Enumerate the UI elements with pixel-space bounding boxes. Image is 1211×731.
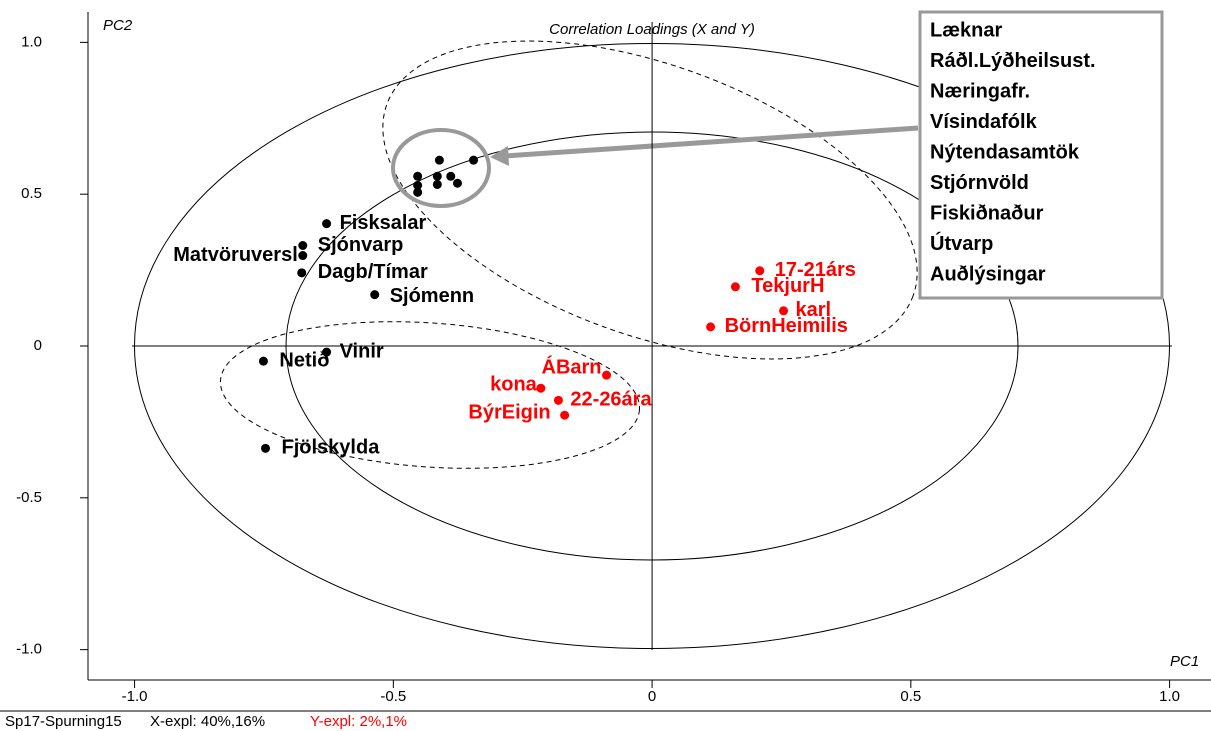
point-label: Sjónvarp: [318, 234, 404, 256]
cluster-highlight: [391, 128, 491, 208]
point: [553, 395, 563, 405]
footer-id: Sp17-Spurning15: [5, 713, 122, 730]
x-tick-label: 1.0: [1159, 688, 1180, 705]
point: [297, 268, 307, 278]
point: [298, 251, 308, 261]
y-axis-label: PC2: [103, 17, 133, 34]
point-label: TekjurH: [751, 275, 824, 297]
legend-box: [918, 10, 1164, 300]
point-label: kona: [490, 373, 538, 395]
arrow-head: [490, 146, 509, 166]
group-ellipse: [219, 321, 641, 469]
point: [779, 306, 789, 316]
legend-entry: Ráðl.Lýðheilsust.: [930, 50, 1096, 72]
point-label: Sjómenn: [390, 285, 474, 307]
point-label: 22-26ára: [570, 389, 652, 411]
point: [432, 171, 442, 181]
y-tick-label: 0.5: [21, 185, 42, 202]
point: [434, 155, 444, 165]
point: [469, 155, 479, 165]
point-label: Dagb/Tímar: [318, 261, 428, 283]
point: [560, 410, 570, 420]
footer-y-expl: Y-expl: 2%,1%: [310, 713, 407, 730]
point-label: Matvöruversl: [173, 244, 298, 266]
point: [322, 219, 332, 229]
point-label: BýrEigin: [468, 402, 550, 424]
point-label: BörnHeimilis: [725, 315, 848, 337]
x-tick-label: 0: [648, 688, 656, 705]
point: [322, 347, 332, 357]
x-tick-label: -1.0: [122, 688, 148, 705]
point-label: Vinir: [340, 340, 384, 362]
x-tick-label: 0.5: [900, 688, 921, 705]
legend-entry: Auðlýsingar: [930, 263, 1046, 285]
legend-entry: Stjórnvöld: [930, 172, 1029, 194]
point: [370, 290, 380, 300]
point: [258, 356, 268, 366]
point: [298, 240, 308, 250]
arrow: [504, 125, 919, 159]
footer-x-expl: X-expl: 40%,16%: [150, 713, 265, 730]
point: [536, 383, 546, 393]
point: [413, 187, 423, 197]
point: [706, 322, 716, 332]
point: [413, 180, 423, 190]
point-label: karl: [796, 299, 832, 321]
x-tick-label: -0.5: [380, 688, 406, 705]
point-label: Fisksalar: [340, 212, 427, 234]
x-axis-label: PC1: [1170, 653, 1199, 670]
point: [261, 443, 271, 453]
point-label: 17-21árs: [775, 259, 856, 281]
legend-entry: Fiskiðnaður: [930, 202, 1044, 224]
legend-entry: Læknar: [930, 19, 1002, 41]
point-label: Netið: [279, 349, 329, 371]
point: [453, 178, 463, 188]
y-tick-label: -0.5: [16, 489, 42, 506]
y-tick-label: 0: [34, 337, 42, 354]
point: [432, 179, 442, 189]
legend-entry: Útvarp: [930, 231, 993, 255]
point: [602, 370, 612, 380]
point: [730, 282, 740, 292]
y-tick-label: 1.0: [21, 33, 42, 50]
point: [413, 171, 423, 181]
point-label: ÁBarn: [542, 355, 602, 378]
point-label: Fjölskylda: [282, 437, 381, 459]
y-tick-label: -1.0: [16, 641, 42, 658]
legend-entry: Næringafr.: [930, 80, 1030, 102]
legend-entry: Vísindafólk: [930, 111, 1038, 133]
point: [755, 266, 765, 276]
point: [446, 171, 456, 181]
group-ellipse: [382, 40, 918, 360]
legend-entry: Nýtendasamtök: [930, 141, 1080, 163]
